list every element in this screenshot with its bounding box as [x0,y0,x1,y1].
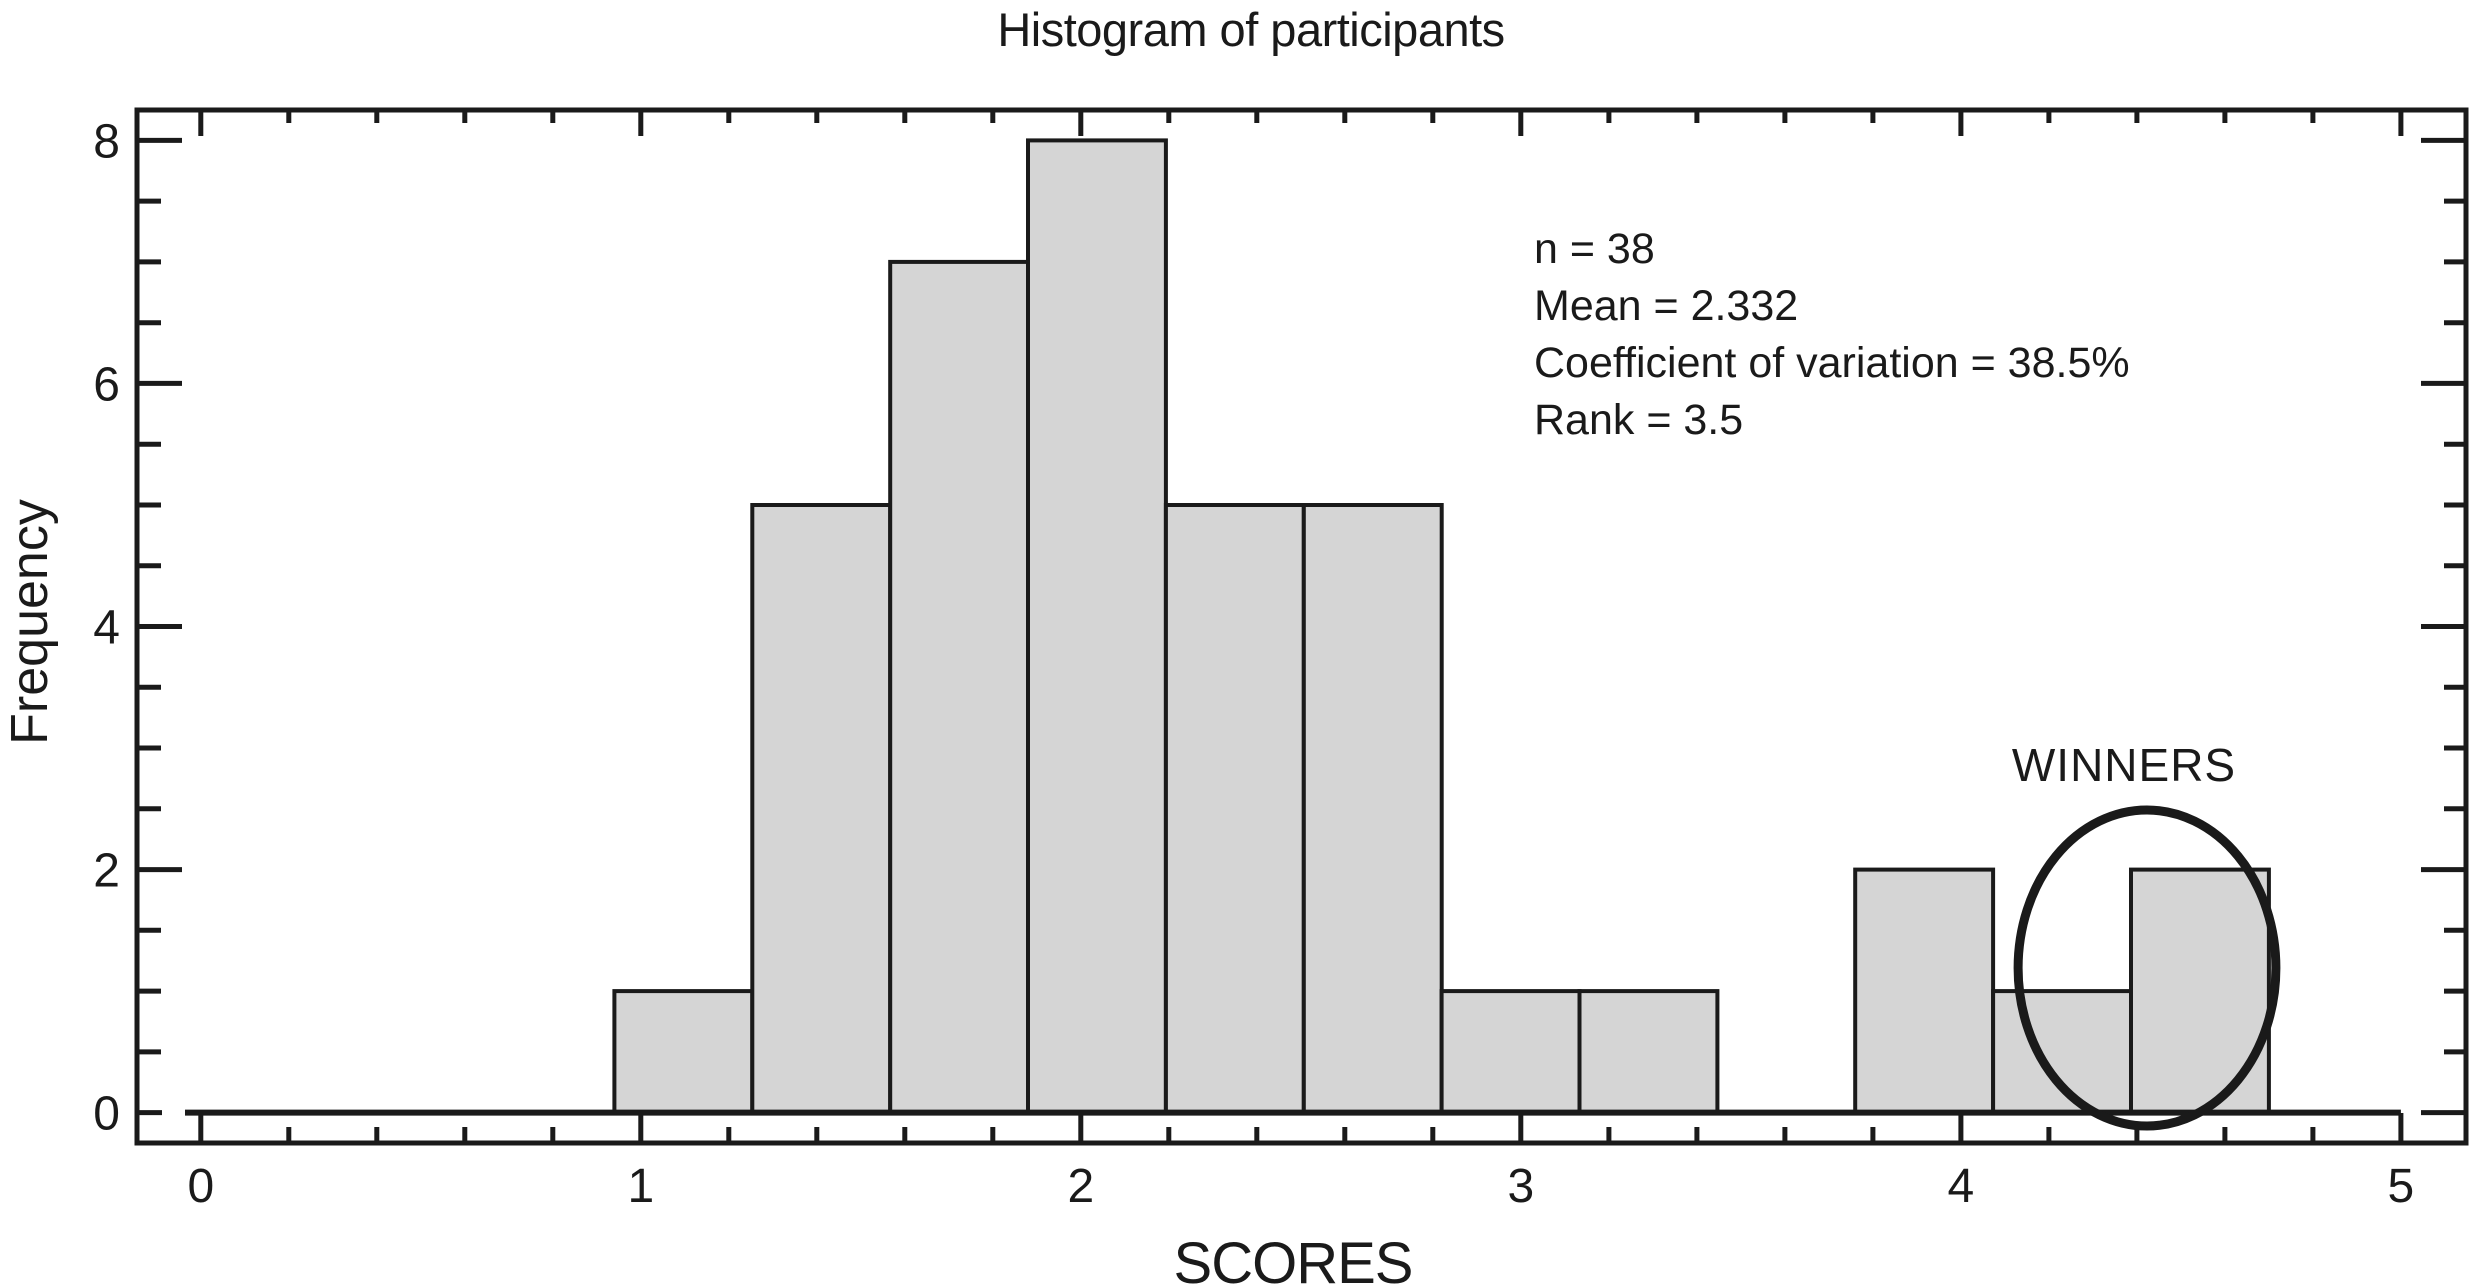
histogram-bar [1301,503,1444,1115]
winners-ellipse [2013,805,2281,1131]
histogram-bar [888,259,1031,1115]
winners-label: WINNERS [2011,739,2237,791]
histogram-bar [1577,989,1720,1115]
x-axis-label: SCORES [1173,1231,1414,1288]
annotation-line-n: n = 38 [1534,225,1655,273]
x-tick-label: 4 [1948,1160,1975,1213]
histogram-bar [750,503,893,1115]
y-tick-label: 4 [93,602,120,655]
histogram-bar [612,989,755,1115]
annotation-line-rank: Rank = 3.5 [1534,396,1744,444]
y-tick-label: 8 [93,115,120,168]
histogram-bar [1991,989,2133,1115]
x-tick-label: 2 [1067,1160,1094,1213]
histogram-bar [1853,867,1996,1115]
y-axis-label: Frequency [1,499,59,745]
histogram-bar [1026,138,1168,1115]
chart-title: Histogram of participants [997,3,1505,56]
stats-annotation: n = 38 Mean = 2.332 Coefficient of varia… [1534,221,2130,449]
y-tick-label: 6 [93,358,120,411]
annotation-line-mean: Mean = 2.332 [1534,282,1799,330]
y-tick-label: 0 [93,1088,120,1141]
tick-labels: 0 1 2 3 4 5 0 2 4 6 8 [93,115,2414,1213]
annotation-line-cv: Coefficient of variation = 38.5% [1534,339,2130,387]
histogram-bars [612,138,2271,1115]
x-tick-label: 0 [187,1160,214,1213]
histogram-bar [1439,989,1582,1115]
y-tick-label: 2 [93,845,120,898]
x-tick-label: 5 [2388,1160,2415,1213]
x-tick-label: 1 [627,1160,654,1213]
histogram-bar [2129,867,2271,1115]
histogram-bar [1163,503,1306,1115]
x-tick-label: 3 [1507,1160,1534,1213]
